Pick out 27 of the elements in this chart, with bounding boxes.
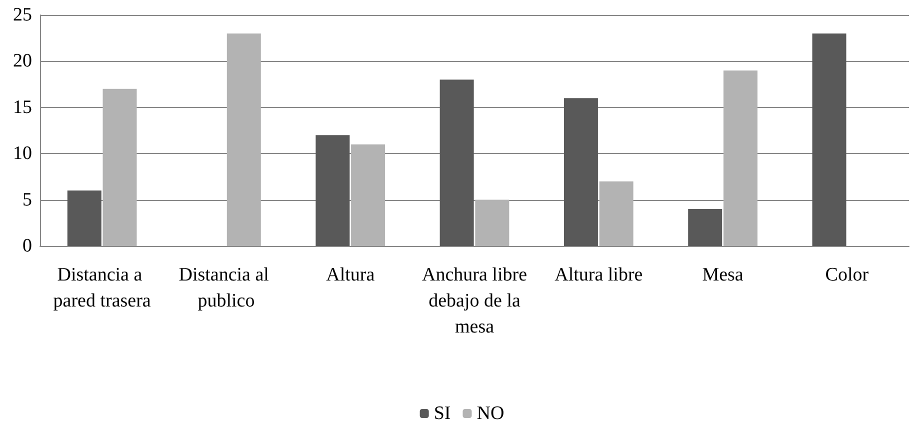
x-tick-label: Distancia a pared trasera bbox=[53, 264, 152, 312]
bar bbox=[440, 80, 474, 246]
legend-label: SI bbox=[434, 403, 451, 424]
legend-label: NO bbox=[476, 403, 504, 424]
bar bbox=[226, 33, 261, 246]
bar bbox=[723, 70, 758, 246]
bar bbox=[564, 98, 598, 246]
y-tick-label: 20 bbox=[13, 50, 32, 72]
y-tick-label: 25 bbox=[13, 4, 32, 26]
y-tick-label: 0 bbox=[22, 236, 32, 256]
bar bbox=[316, 135, 350, 246]
y-tick-label: 10 bbox=[13, 143, 32, 164]
y-tick-label: 15 bbox=[13, 96, 32, 118]
bar bbox=[67, 190, 102, 246]
x-tick-label: Anchura libre debajo de la mesa bbox=[422, 264, 527, 338]
bar bbox=[351, 144, 386, 246]
bar bbox=[102, 88, 137, 246]
x-tick-label: Color bbox=[825, 264, 870, 286]
bar bbox=[599, 181, 634, 246]
x-tick-label: Distancia al publico bbox=[178, 264, 274, 312]
bar bbox=[475, 200, 510, 246]
bar bbox=[688, 209, 722, 246]
x-tick-label: Altura bbox=[326, 264, 376, 286]
x-tick-label: Mesa bbox=[702, 264, 744, 286]
x-tick-label: Altura libre bbox=[554, 264, 643, 286]
bar bbox=[812, 33, 846, 246]
y-tick-label: 5 bbox=[22, 189, 32, 210]
